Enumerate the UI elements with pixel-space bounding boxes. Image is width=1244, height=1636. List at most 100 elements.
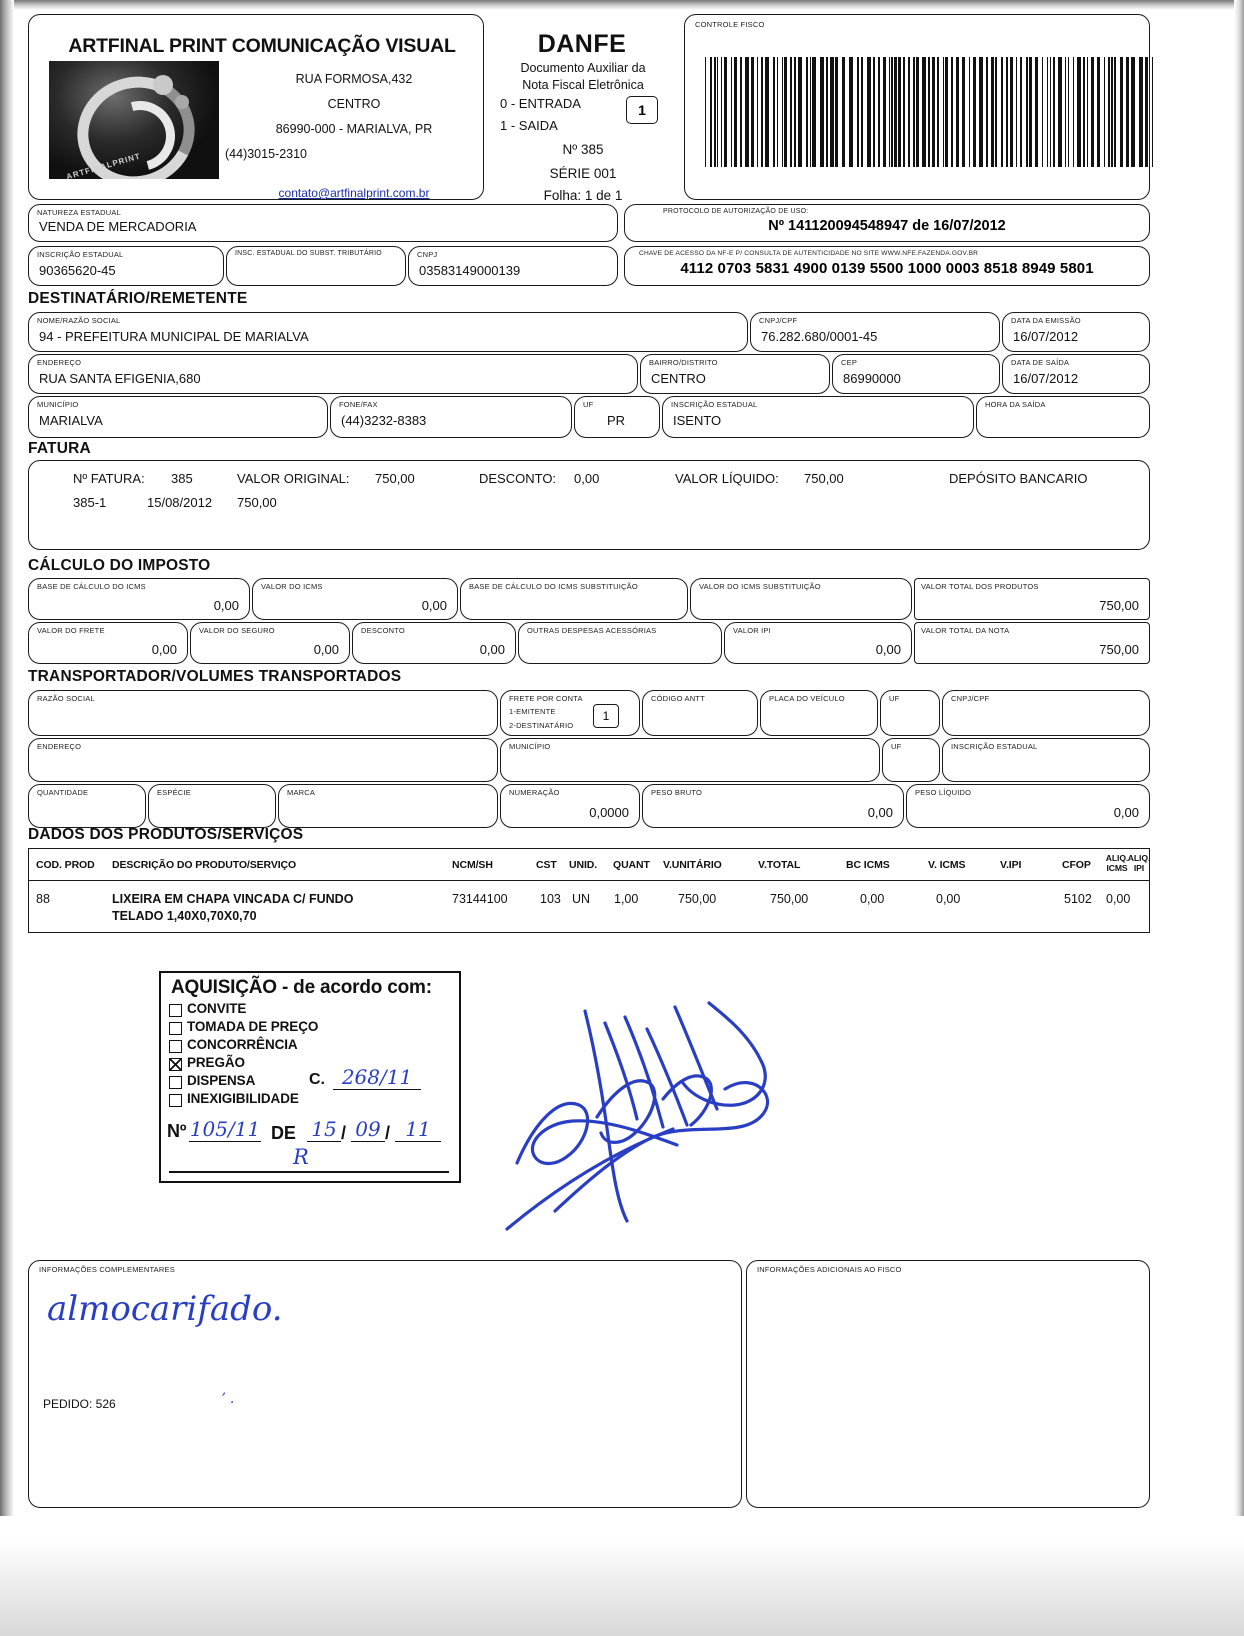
base-icms-st-caption: BASE DE CÁLCULO DO ICMS SUBSTITUIÇÃO xyxy=(469,582,638,591)
transp-uf2-caption: UF xyxy=(891,742,902,751)
transp-municipio-box: MUNICÍPIO xyxy=(500,738,880,782)
valor-icms-value: 0,00 xyxy=(421,598,447,613)
col-aliq-ipi: ALIQ. IPI xyxy=(1127,853,1151,873)
stamp-checkbox-dispensa[interactable] xyxy=(169,1076,182,1089)
codigo-antt-caption: CÓDIGO ANTT xyxy=(651,694,705,703)
chave-caption: CHAVE DE ACESSO DA NF-E P/ CONSULTA DE A… xyxy=(639,250,979,257)
stamp-checkbox-tomada-de-preço[interactable] xyxy=(169,1022,182,1035)
stamp-slash-2: / xyxy=(385,1123,390,1143)
volumes-numeracao-box: NUMERAÇÃO 0,0000 xyxy=(500,784,640,828)
stamp-option-label: DISPENSA xyxy=(187,1073,256,1088)
stamp-option-label: INEXIGIBILIDADE xyxy=(187,1091,299,1106)
destinatario-municipio-box: MUNICÍPIO MARIALVA xyxy=(28,396,328,438)
dest-ie-value: ISENTO xyxy=(673,413,722,428)
stamp-numero-value: 105/11 xyxy=(189,1117,261,1142)
desconto-value: 0,00 xyxy=(479,642,505,657)
informacoes-fisco-box: INFORMAÇÕES ADICIONAIS AO FISCO xyxy=(746,1260,1150,1508)
ie-subst-caption: INSC. ESTADUAL DO SUBST. TRIBUTÁRIO xyxy=(235,250,382,257)
dest-endereco-value: RUA SANTA EFIGENIA,680 xyxy=(39,371,201,386)
dest-bairro-value: CENTRO xyxy=(651,371,706,386)
scan-edge-right xyxy=(1234,0,1244,1636)
natureza-value: VENDA DE MERCADORIA xyxy=(39,219,197,234)
numeracao-caption: NUMERAÇÃO xyxy=(509,788,560,797)
danfe-numero: Nº 385 xyxy=(562,142,604,157)
prod-ncm: 73144100 xyxy=(452,892,508,906)
danfe-serie: SÉRIE 001 xyxy=(549,166,617,181)
natureza-caption: NATUREZA ESTADUAL xyxy=(37,208,121,217)
valor-frete-value: 0,00 xyxy=(151,642,177,657)
protocolo-box: Protocolo de autorização de uso: Nº 1411… xyxy=(624,204,1150,242)
data-saida-value: 16/07/2012 xyxy=(1013,371,1079,386)
base-icms-box: BASE DE CÁLCULO DO ICMS 0,00 xyxy=(28,578,250,620)
valor-seguro-box: VALOR DO SEGURO 0,00 xyxy=(190,622,350,664)
desconto-box: DESCONTO 0,00 xyxy=(352,622,516,664)
danfe-entrada-label: 0 - ENTRADA xyxy=(500,96,581,111)
emitente-email-link[interactable]: contato@artfinalprint.com.br xyxy=(278,186,430,200)
dest-nome-value: 94 - PREFEITURA MUNICIPAL DE MARIALVA xyxy=(39,329,309,344)
valor-frete-caption: VALOR DO FRETE xyxy=(37,626,105,635)
prod-aliq-icms: 0,00 xyxy=(1106,892,1131,906)
peso-bruto-value: 0,00 xyxy=(867,805,893,820)
danfe-subtitle-line2: Nota Fiscal Eletrônica xyxy=(522,78,644,92)
dest-ie-caption: INSCRIÇÃO ESTADUAL xyxy=(671,400,758,409)
prod-cfop: 5102 xyxy=(1064,892,1092,906)
valor-total-produtos-box: VALOR TOTAL DOS PRODUTOS 750,00 xyxy=(914,578,1150,620)
valor-total-produtos-value: 750,00 xyxy=(1099,598,1139,613)
stamp-data-ano: 11 xyxy=(395,1117,441,1142)
destinatario-fone-box: FONE/FAX (44)3232-8383 xyxy=(330,396,572,438)
valor-ipi-value: 0,00 xyxy=(875,642,901,657)
frete-value-box: 1 xyxy=(593,704,619,728)
stamp-bottom-rule xyxy=(169,1171,449,1174)
col-cod-prod: COD. PROD xyxy=(36,859,95,871)
dest-bairro-caption: BAIRRO/DISTRITO xyxy=(649,358,718,367)
ie-substituto-box: INSC. ESTADUAL DO SUBST. TRIBUTÁRIO xyxy=(226,246,406,286)
stamp-contrato-value: 268/11 xyxy=(333,1065,421,1090)
transp-cnpj-caption: CNPJ/CPF xyxy=(951,694,990,703)
frete-caption: FRETE POR CONTA xyxy=(509,694,583,703)
emitente-razao-social: ARTFINAL PRINT COMUNICAÇÃO VISUAL xyxy=(68,35,456,57)
volumes-marca-box: MARCA xyxy=(278,784,498,828)
data-emissao-box: DATA DA EMISSÃO 16/07/2012 xyxy=(1002,312,1150,352)
dest-cnpj-caption: CNPJ/CPF xyxy=(759,316,798,325)
stamp-checkbox-convite[interactable] xyxy=(169,1004,182,1017)
col-quant: QUANT xyxy=(613,859,650,871)
stamp-checkbox-inexigibilidade[interactable] xyxy=(169,1094,182,1107)
transp-endereco-caption: ENDEREÇO xyxy=(37,742,82,751)
col-bc-icms: BC ICMS xyxy=(846,859,890,871)
transp-cnpj-box: CNPJ/CPF xyxy=(942,690,1150,736)
fatura-forma-pagamento: DEPÓSITO BANCARIO xyxy=(949,471,1088,486)
stamp-data-mes: 09 xyxy=(351,1117,385,1142)
col-v-unitario: V.UNITÁRIO xyxy=(663,859,722,871)
stamp-checkbox-pregão[interactable] xyxy=(169,1058,182,1071)
stamp-option-label: PREGÃO xyxy=(187,1055,245,1070)
peso-bruto-box: PESO BRUTO 0,00 xyxy=(642,784,904,828)
frete-por-conta-box: FRETE POR CONTA 1-EMITENTE 2-DESTINATÁRI… xyxy=(500,690,640,736)
peso-liquido-box: PESO LÍQUIDO 0,00 xyxy=(906,784,1150,828)
cnpj-caption: CNPJ xyxy=(417,250,438,259)
col-v-total: V.TOTAL xyxy=(758,859,801,871)
dest-uf-caption: UF xyxy=(583,400,594,409)
prod-v-total: 750,00 xyxy=(770,892,809,906)
pedido-label: PEDIDO: 526 xyxy=(43,1397,116,1411)
outras-despesas-box: OUTRAS DESPESAS ACESSÓRIAS xyxy=(518,622,722,664)
numeracao-value: 0,0000 xyxy=(589,805,629,820)
stamp-rubrica: R xyxy=(293,1145,309,1169)
prod-v-icms: 0,00 xyxy=(936,892,961,906)
fatura-valor-liquido-label: VALOR LÍQUIDO: xyxy=(675,471,779,486)
natureza-operacao-box: NATUREZA ESTADUAL VENDA DE MERCADORIA xyxy=(28,204,618,242)
valor-ipi-caption: VALOR IPI xyxy=(733,626,771,635)
produtos-table: COD. PROD DESCRIÇÃO DO PRODUTO/SERVIÇO N… xyxy=(28,848,1151,934)
controle-fisco-box: CONTROLE FISCO xyxy=(684,14,1153,200)
volumes-quantidade-box: QUANTIDADE xyxy=(28,784,146,828)
data-emissao-caption: DATA DA EMISSÃO xyxy=(1011,316,1081,325)
dest-municipio-value: MARIALVA xyxy=(39,413,103,428)
prod-bc-icms: 0,00 xyxy=(860,892,885,906)
emitente-telefone: (44)3015-2310 xyxy=(225,147,308,161)
stamp-checkbox-concorrência[interactable] xyxy=(169,1040,182,1053)
stamp-option-label: CONVITE xyxy=(187,1001,247,1016)
fatura-box: Nº FATURA: 385 VALOR ORIGINAL: 750,00 DE… xyxy=(28,460,1150,550)
danfe-document: ARTFINAL PRINT COMUNICAÇÃO VISUAL ARTFIN… xyxy=(22,8,1153,1508)
info-compl-caption: INFORMAÇÕES COMPLEMENTARES xyxy=(39,1265,175,1274)
imposto-section-title: CÁLCULO DO IMPOSTO xyxy=(28,557,211,574)
prod-cod: 88 xyxy=(36,892,50,906)
